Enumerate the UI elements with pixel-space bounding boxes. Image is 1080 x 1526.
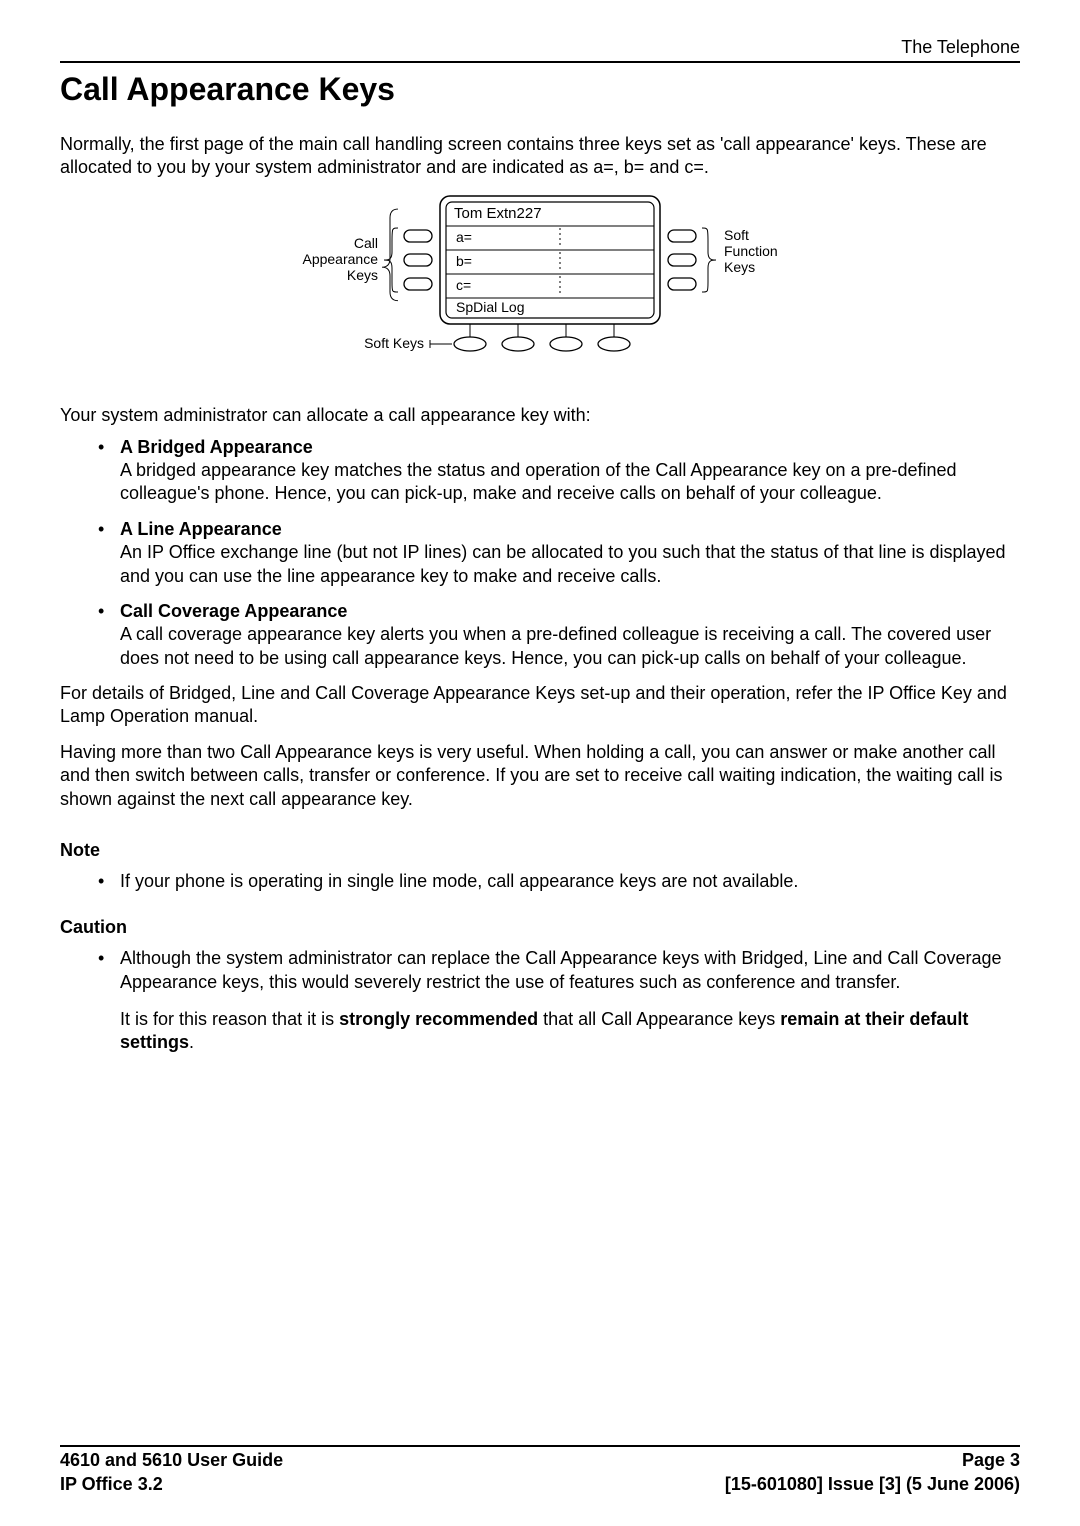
list-item: A Line Appearance An IP Office exchange … (98, 518, 1020, 588)
item-title: A Line Appearance (120, 519, 282, 539)
caution-label: Caution (60, 916, 1020, 939)
list-item: A Bridged Appearance A bridged appearanc… (98, 436, 1020, 506)
caution-text: Although the system administrator can re… (120, 948, 1002, 991)
list-item: If your phone is operating in single lin… (98, 870, 1020, 893)
footer-right-1: Page 3 (962, 1449, 1020, 1472)
call-appearance-key-icon (404, 230, 432, 290)
soft-keys-label: Soft Keys (364, 335, 424, 351)
footer-rule (60, 1445, 1020, 1447)
footer-left-1: 4610 and 5610 User Guide (60, 1449, 283, 1472)
list-item: Although the system administrator can re… (98, 947, 1020, 1055)
caution-list: Although the system administrator can re… (60, 947, 1020, 1055)
after-diagram-text: Your system administrator can allocate a… (60, 404, 1020, 427)
right-label-2: Function (724, 243, 778, 259)
page-footer: 4610 and 5610 User Guide Page 3 IP Offic… (60, 1445, 1020, 1496)
footer-left-2: IP Office 3.2 (60, 1473, 163, 1496)
header-rule (60, 61, 1020, 63)
footer-right-2: [15-601080] Issue [3] (5 June 2006) (725, 1473, 1020, 1496)
header-right: The Telephone (60, 36, 1020, 61)
paragraph-2: Having more than two Call Appearance key… (60, 741, 1020, 811)
screen-row-c: c= (456, 277, 471, 293)
note-list: If your phone is operating in single lin… (60, 870, 1020, 893)
screen-row-b: b= (456, 253, 472, 269)
right-label-1: Soft (724, 227, 749, 243)
note-text: If your phone is operating in single lin… (120, 871, 798, 891)
paragraph-1: For details of Bridged, Line and Call Co… (60, 682, 1020, 729)
left-label-2: Appearance (302, 251, 378, 267)
soft-function-key-icon (668, 230, 696, 290)
item-body: A bridged appearance key matches the sta… (120, 460, 957, 503)
item-body: An IP Office exchange line (but not IP l… (120, 542, 1006, 585)
screen-row-bottom: SpDial Log (456, 299, 525, 315)
list-item: Call Coverage Appearance A call coverage… (98, 600, 1020, 670)
right-label-3: Keys (724, 259, 755, 275)
item-title: Call Coverage Appearance (120, 601, 347, 621)
left-label-3: Keys (347, 267, 378, 283)
soft-key-icon (454, 337, 630, 351)
intro-paragraph: Normally, the first page of the main cal… (60, 133, 1020, 180)
note-label: Note (60, 839, 1020, 862)
item-body: A call coverage appearance key alerts yo… (120, 624, 991, 667)
item-title: A Bridged Appearance (120, 437, 313, 457)
appearance-list: A Bridged Appearance A bridged appearanc… (60, 436, 1020, 671)
phone-diagram: Tom Extn227 a= b= c= SpDial Log (60, 192, 1020, 388)
screen-row-a: a= (456, 229, 472, 245)
screen-title: Tom Extn227 (454, 205, 542, 222)
left-label-1: Call (354, 235, 378, 251)
caution-recommendation: It is for this reason that it is strongl… (120, 1008, 1020, 1055)
page-title: Call Appearance Keys (60, 69, 1020, 111)
